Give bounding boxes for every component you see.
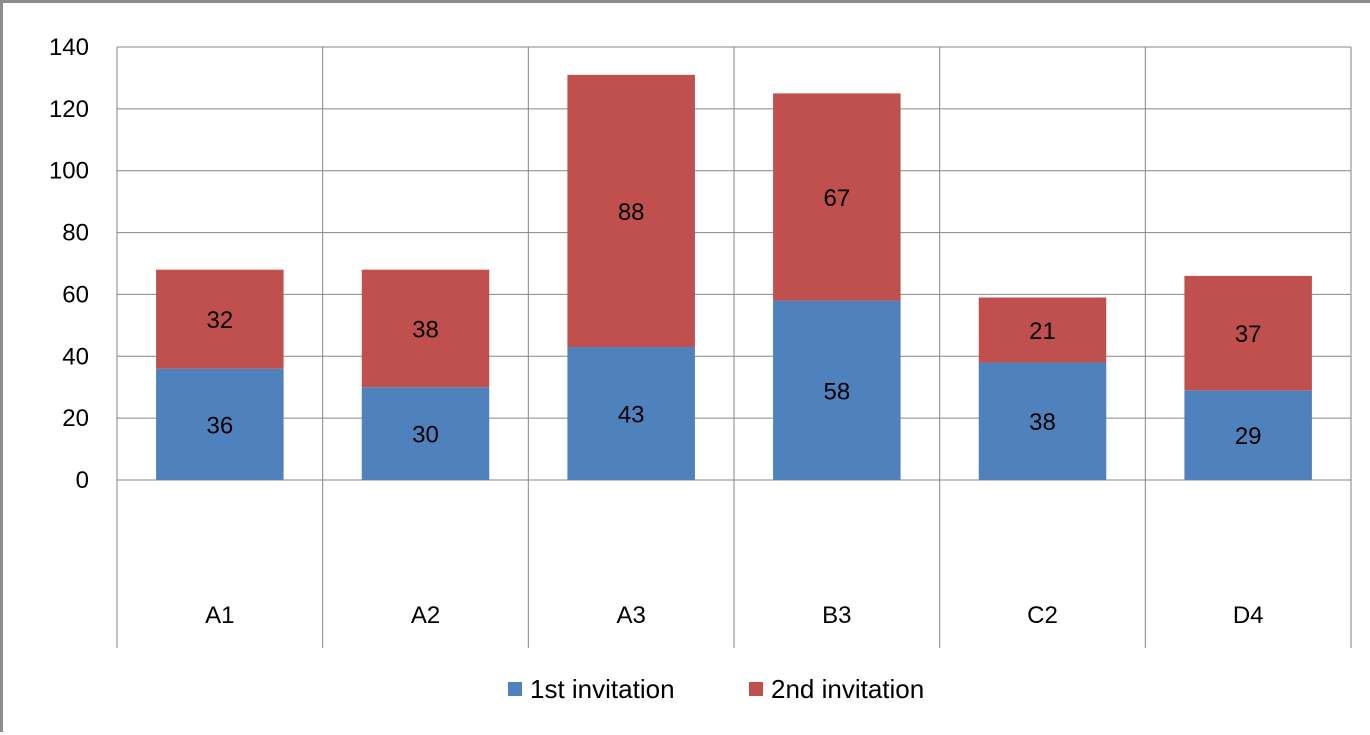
x-category-label: D4 bbox=[1233, 602, 1264, 629]
legend-swatch-series-1 bbox=[508, 682, 522, 696]
bar-A1-series-1 bbox=[156, 368, 284, 480]
y-tick-label: 0 bbox=[76, 467, 89, 494]
bar-A2-series-1 bbox=[361, 387, 490, 480]
data-label-C2-series-1: 38 bbox=[1029, 409, 1056, 436]
y-tick-label: 140 bbox=[49, 34, 89, 61]
data-label-D4-series-1: 29 bbox=[1235, 423, 1262, 450]
bar-B3-series-1 bbox=[773, 300, 901, 480]
y-axis-ticks: 0 20 40 60 80 100 120 140 bbox=[49, 34, 89, 494]
bar-B3-series-2 bbox=[773, 93, 901, 301]
data-label-B3-series-1: 58 bbox=[823, 378, 850, 405]
bar-D4-series-2 bbox=[1184, 275, 1312, 391]
x-category-label: A3 bbox=[616, 602, 645, 629]
bar-A3-series-1 bbox=[567, 347, 695, 480]
data-label-D4-series-2: 37 bbox=[1235, 321, 1262, 348]
x-category-label: A2 bbox=[411, 602, 440, 629]
x-category-label: B3 bbox=[822, 602, 851, 629]
legend-label-series-2: 2nd invitation bbox=[771, 674, 924, 704]
y-tick-label: 60 bbox=[62, 281, 89, 308]
legend: 1st invitation 2nd invitation bbox=[508, 674, 924, 704]
bar-A1-series-2 bbox=[156, 269, 284, 369]
data-label-A1-series-1: 36 bbox=[206, 412, 233, 439]
bar-A3-series-2 bbox=[567, 74, 695, 348]
data-label-A3-series-1: 43 bbox=[618, 402, 645, 429]
y-tick-label: 40 bbox=[62, 343, 89, 370]
bars bbox=[156, 74, 1312, 480]
grid bbox=[116, 46, 1352, 648]
data-label-A3-series-2: 88 bbox=[618, 199, 645, 226]
stacked-bar-chart: 0 20 40 60 80 100 120 140 A1 A2 A3 B3 C2 D4 36 32 30 38… bbox=[49, 34, 1352, 704]
data-labels: 36 32 30 38 43 88 58 67 38 21 29 37 bbox=[206, 185, 1261, 450]
data-label-A1-series-2: 32 bbox=[206, 307, 233, 334]
bar-C2-series-2 bbox=[978, 297, 1107, 363]
x-category-label: A1 bbox=[205, 602, 234, 629]
bar-C2-series-1 bbox=[978, 362, 1107, 480]
data-label-A2-series-1: 30 bbox=[412, 422, 439, 449]
y-tick-label: 20 bbox=[62, 405, 89, 432]
y-tick-label: 120 bbox=[49, 96, 89, 123]
data-label-B3-series-2: 67 bbox=[823, 185, 850, 212]
bar-D4-series-1 bbox=[1184, 390, 1312, 480]
x-axis-categories: A1 A2 A3 B3 C2 D4 bbox=[205, 602, 1263, 629]
y-tick-label: 100 bbox=[49, 158, 89, 185]
bar-A2-series-2 bbox=[361, 269, 490, 388]
data-label-C2-series-2: 21 bbox=[1029, 318, 1056, 345]
x-category-label: C2 bbox=[1027, 602, 1058, 629]
data-label-A2-series-2: 38 bbox=[412, 316, 439, 343]
y-tick-label: 80 bbox=[62, 220, 89, 247]
legend-swatch-series-2 bbox=[749, 682, 763, 696]
legend-label-series-1: 1st invitation bbox=[530, 674, 675, 704]
